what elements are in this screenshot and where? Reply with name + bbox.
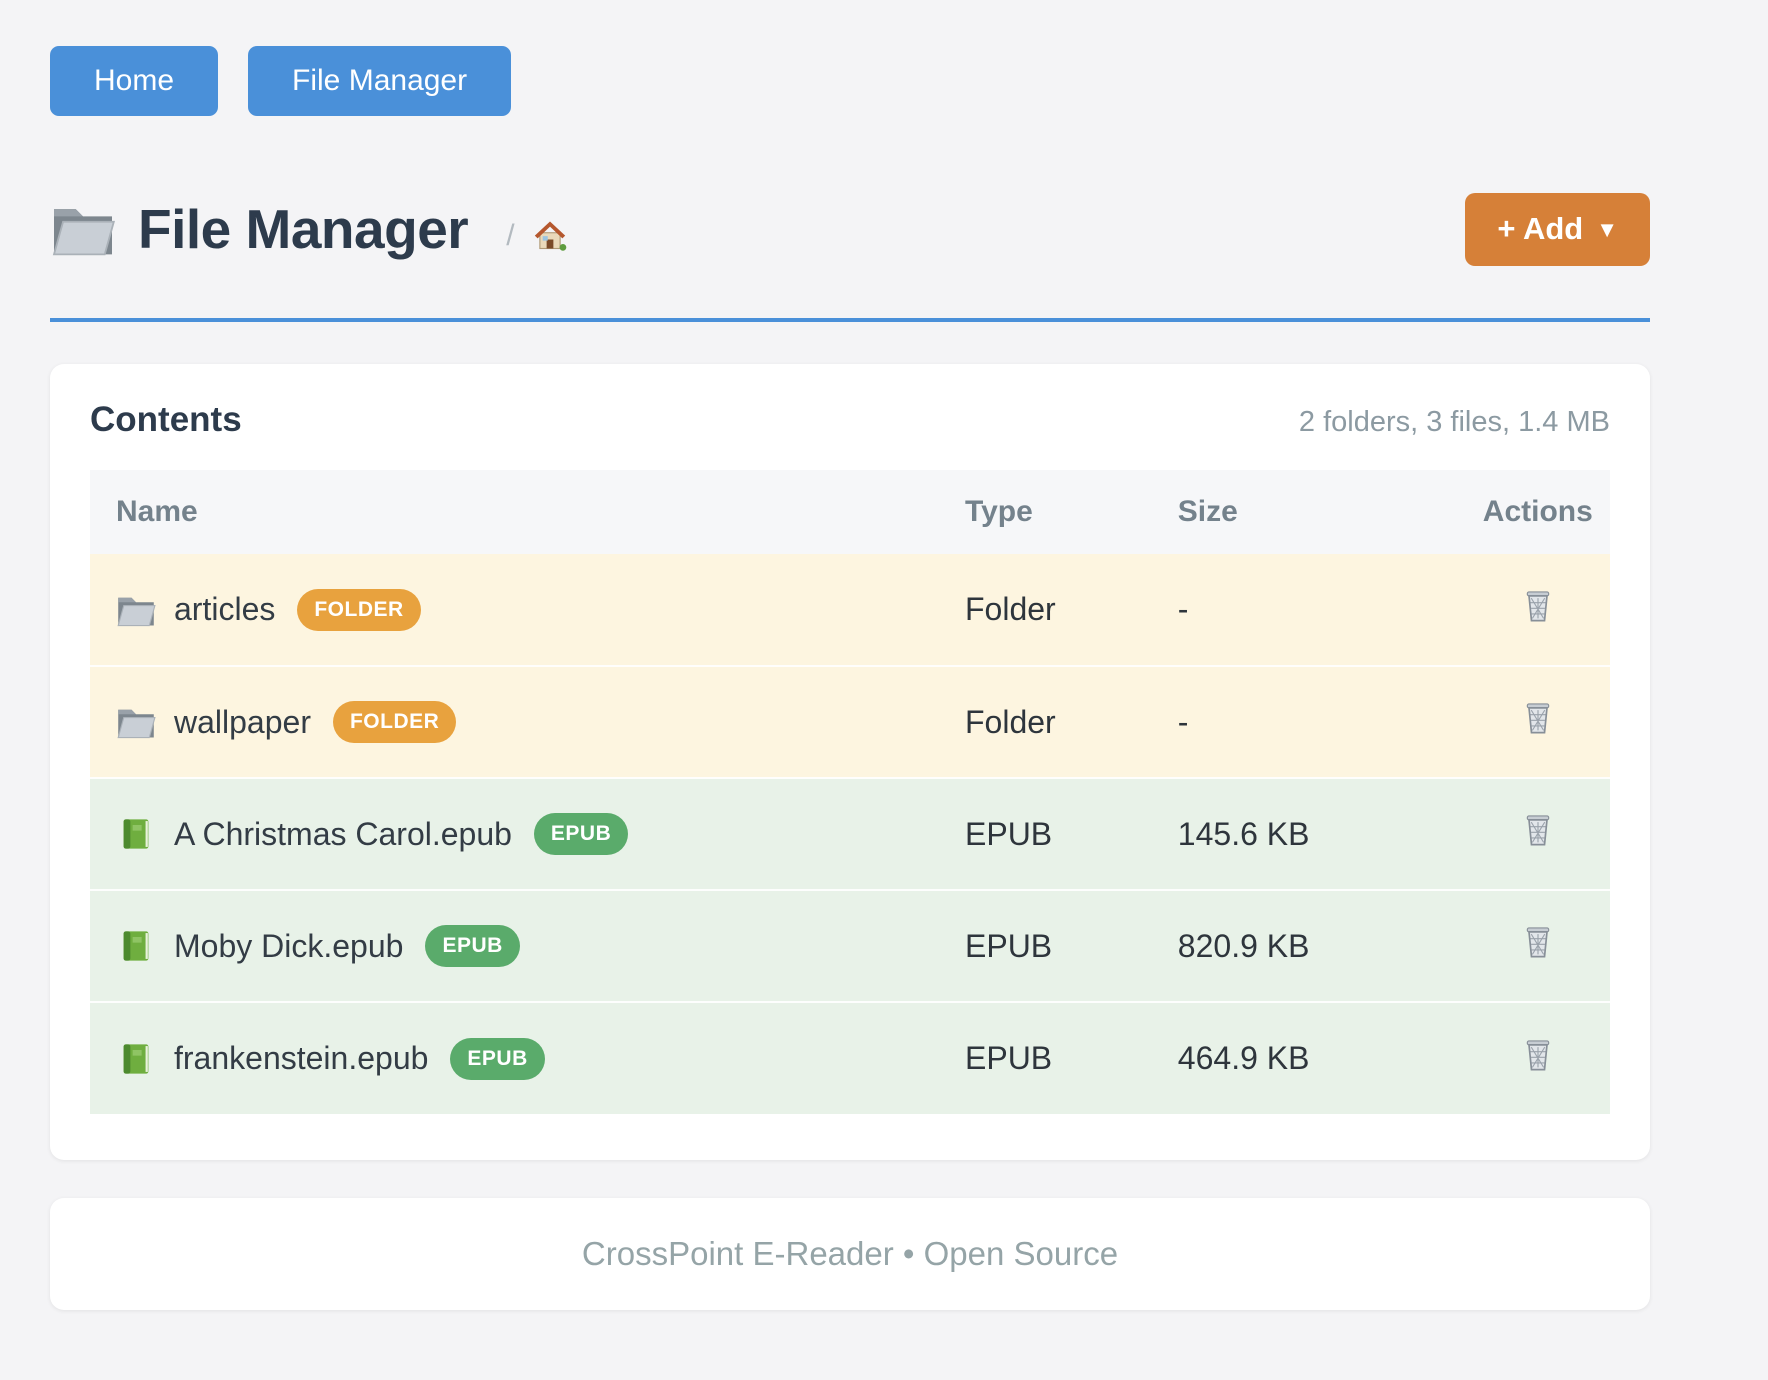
folder-icon bbox=[116, 592, 156, 628]
file-name: A Christmas Carol.epub bbox=[174, 815, 512, 852]
contents-summary: 2 folders, 3 files, 1.4 MB bbox=[1298, 406, 1610, 438]
type-badge: FOLDER bbox=[332, 701, 457, 743]
file-link[interactable]: Moby Dick.epub EPUB bbox=[116, 925, 963, 967]
trash-icon[interactable] bbox=[1520, 699, 1556, 737]
column-header-actions: Actions bbox=[1482, 495, 1593, 528]
type-badge: FOLDER bbox=[297, 588, 421, 631]
file-link[interactable]: A Christmas Carol.epub EPUB bbox=[116, 813, 963, 855]
file-size: 145.6 KB bbox=[1177, 815, 1310, 852]
type-badge: EPUB bbox=[425, 925, 520, 967]
file-size: 464.9 KB bbox=[1177, 1040, 1310, 1076]
trash-icon[interactable] bbox=[1520, 1036, 1556, 1074]
table-header-row: Name Type Size Actions bbox=[90, 470, 1610, 554]
file-size: - bbox=[1177, 591, 1189, 627]
folder-icon bbox=[116, 704, 156, 740]
file-link[interactable]: wallpaper FOLDER bbox=[116, 701, 963, 743]
book-icon bbox=[116, 1041, 156, 1077]
column-header-type: Type bbox=[965, 495, 1033, 528]
file-table-body: articles FOLDER Folder - wallpaper FOLDE… bbox=[90, 554, 1610, 1114]
footer-text: CrossPoint E-Reader • Open Source bbox=[581, 1235, 1119, 1272]
table-row: Moby Dick.epub EPUB EPUB 820.9 KB bbox=[90, 890, 1610, 1002]
file-name: Moby Dick.epub bbox=[174, 927, 404, 964]
contents-card: Contents 2 folders, 3 files, 1.4 MB Name… bbox=[50, 364, 1650, 1160]
type-badge: EPUB bbox=[450, 1037, 545, 1080]
file-name: frankenstein.epub bbox=[174, 1040, 429, 1076]
file-table: Name Type Size Actions articles FOLDER F… bbox=[90, 470, 1610, 1114]
nav-home-button[interactable]: Home bbox=[50, 46, 219, 116]
table-row: A Christmas Carol.epub EPUB EPUB 145.6 K… bbox=[90, 778, 1610, 890]
column-header-size: Size bbox=[1177, 495, 1238, 528]
trash-icon[interactable] bbox=[1520, 923, 1556, 961]
book-icon bbox=[116, 816, 156, 852]
file-type: EPUB bbox=[965, 1040, 1053, 1076]
column-header-name: Name bbox=[116, 495, 198, 528]
breadcrumb-separator: / bbox=[506, 219, 515, 252]
chevron-down-icon: ▼ bbox=[1596, 217, 1618, 242]
file-name: wallpaper bbox=[174, 703, 311, 740]
table-row: wallpaper FOLDER Folder - bbox=[90, 666, 1610, 778]
page-title: File Manager bbox=[138, 198, 469, 260]
file-size: - bbox=[1177, 703, 1189, 740]
file-type: EPUB bbox=[965, 815, 1053, 852]
contents-heading: Contents bbox=[90, 400, 242, 439]
trash-icon[interactable] bbox=[1520, 587, 1556, 625]
folder-icon bbox=[50, 200, 116, 258]
type-badge: EPUB bbox=[533, 813, 629, 855]
top-nav: Home File Manager bbox=[50, 0, 1650, 116]
file-type: Folder bbox=[965, 591, 1056, 627]
footer-card: CrossPoint E-Reader • Open Source bbox=[50, 1198, 1650, 1310]
add-button[interactable]: + Add ▼ bbox=[1465, 192, 1650, 266]
file-size: 820.9 KB bbox=[1177, 927, 1310, 964]
header-divider bbox=[50, 318, 1650, 322]
file-link[interactable]: articles FOLDER bbox=[116, 588, 963, 631]
file-name: articles bbox=[174, 591, 276, 627]
book-icon bbox=[116, 928, 156, 964]
nav-file-manager-button[interactable]: File Manager bbox=[248, 46, 512, 116]
table-row: frankenstein.epub EPUB EPUB 464.9 KB bbox=[90, 1002, 1610, 1114]
table-row: articles FOLDER Folder - bbox=[90, 554, 1610, 666]
page-header: File Manager / + Add ▼ bbox=[50, 186, 1650, 272]
trash-icon[interactable] bbox=[1520, 811, 1556, 849]
add-button-label: + Add bbox=[1497, 211, 1584, 246]
file-link[interactable]: frankenstein.epub EPUB bbox=[116, 1037, 963, 1080]
file-type: Folder bbox=[965, 703, 1056, 740]
house-icon[interactable] bbox=[531, 217, 569, 253]
file-type: EPUB bbox=[965, 927, 1053, 964]
